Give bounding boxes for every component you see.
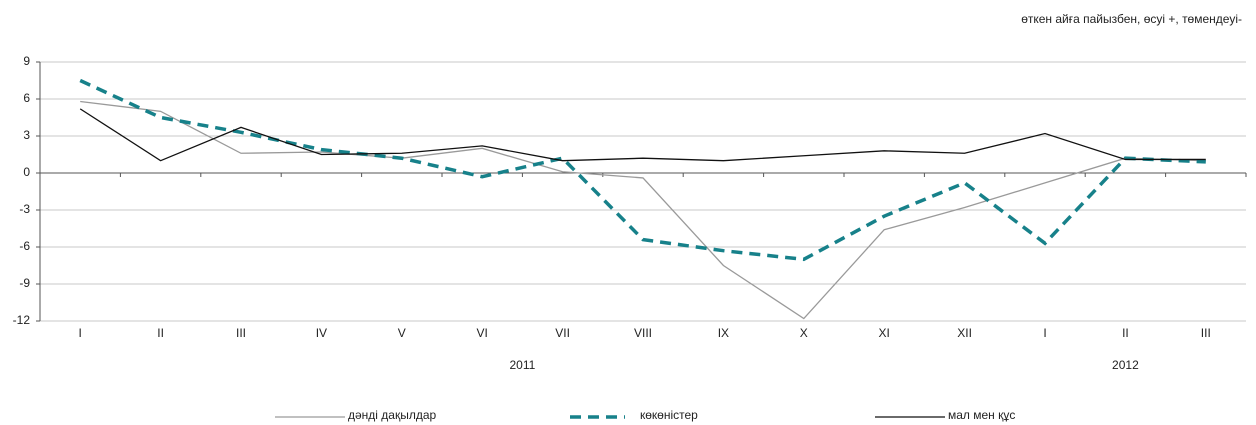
x-tick-label: III xyxy=(1201,326,1211,340)
x-tick-label: VII xyxy=(555,326,570,340)
x-tick-label: VI xyxy=(477,326,488,340)
y-tick-label: -3 xyxy=(19,202,30,216)
y-tick-label: 9 xyxy=(23,54,30,68)
y-tick-label: 0 xyxy=(23,165,30,179)
y-tick-label: -6 xyxy=(19,239,30,253)
x-tick-label: I xyxy=(1043,326,1046,340)
legend-label: мал мен құс xyxy=(948,408,1015,422)
legend-label: дәнді дақылдар xyxy=(348,408,437,422)
y-tick-label: -12 xyxy=(13,313,31,327)
series-line xyxy=(80,100,1206,320)
x-tick-label: II xyxy=(157,326,164,340)
x-tick-label: II xyxy=(1122,326,1129,340)
y-tick-label: 6 xyxy=(23,91,30,105)
x-tick-label: V xyxy=(398,326,406,340)
x-tick-label: III xyxy=(236,326,246,340)
chart-subtitle: өткен айға пайызбен, өсуі +, төмендеуі- xyxy=(1021,12,1242,26)
x-tick-label: VIII xyxy=(634,326,652,340)
y-tick-label: 3 xyxy=(23,128,30,142)
x-tick-label: I xyxy=(79,326,82,340)
y-tick-label: -9 xyxy=(19,276,30,290)
x-tick-label: IX xyxy=(718,326,729,340)
x-tick-label: X xyxy=(800,326,808,340)
series-line xyxy=(79,108,1206,162)
x-tick-label: XI xyxy=(879,326,890,340)
series-line xyxy=(79,78,1206,262)
x-tick-label: XII xyxy=(957,326,972,340)
year-label: 2012 xyxy=(1112,358,1139,372)
x-tick-label: IV xyxy=(316,326,327,340)
year-label: 2011 xyxy=(509,358,535,372)
legend-label: көкөністер xyxy=(640,408,698,422)
